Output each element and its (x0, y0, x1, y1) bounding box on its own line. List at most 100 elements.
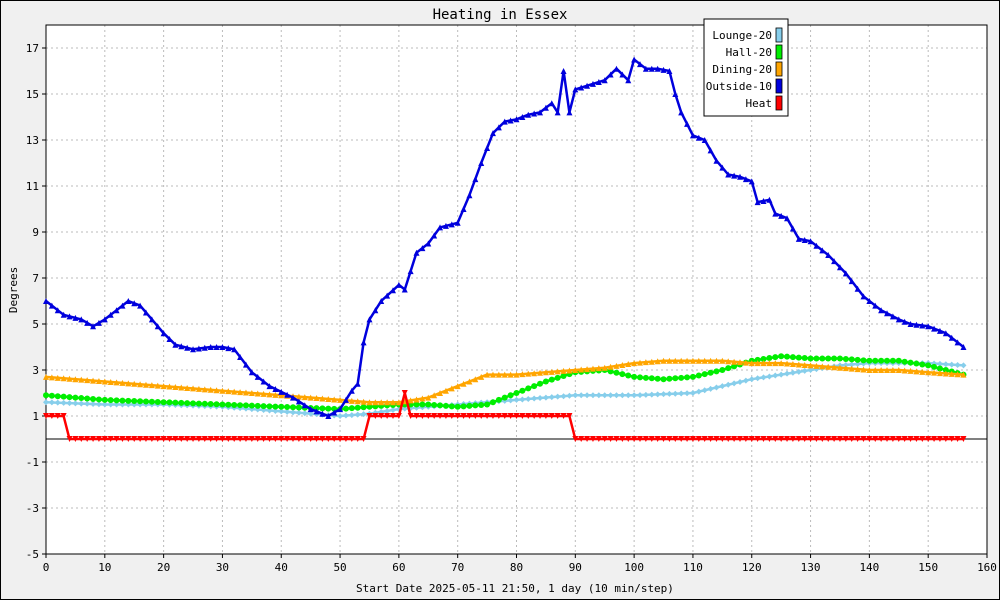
data-point-hall-20 (678, 374, 685, 381)
data-point-dining-20 (960, 371, 967, 378)
data-point-heat (290, 436, 297, 442)
data-point-outside-10 (225, 345, 232, 352)
data-point-hall-20 (78, 395, 85, 402)
data-point-hall-20 (254, 402, 261, 409)
data-point-lounge-20 (642, 391, 649, 398)
data-point-hall-20 (119, 397, 126, 404)
data-point-dining-20 (142, 381, 149, 388)
data-point-dining-20 (825, 363, 832, 370)
data-point-dining-20 (225, 388, 232, 395)
legend-label-outside-10: Outside-10 (706, 80, 772, 93)
data-point-hall-20 (554, 374, 561, 381)
data-point-dining-20 (936, 370, 943, 377)
data-point-lounge-20 (960, 362, 967, 369)
data-point-dining-20 (866, 367, 873, 373)
data-point-outside-10 (119, 302, 126, 309)
data-point-dining-20 (707, 357, 714, 364)
data-point-outside-10 (931, 325, 938, 332)
data-point-outside-10 (184, 344, 191, 351)
data-point-hall-20 (201, 400, 208, 407)
data-point-heat (337, 436, 344, 442)
data-point-outside-10 (848, 278, 855, 285)
data-point-outside-10 (684, 120, 691, 127)
data-point-heat (684, 436, 691, 442)
data-point-dining-20 (854, 366, 861, 373)
legend-label-dining-20: Dining-20 (712, 63, 772, 76)
data-point-lounge-20 (554, 393, 561, 400)
data-point-outside-10 (113, 307, 120, 314)
data-point-lounge-20 (666, 390, 673, 397)
data-point-hall-20 (442, 402, 449, 409)
data-point-dining-20 (60, 375, 67, 382)
data-point-lounge-20 (278, 408, 285, 415)
data-point-dining-20 (460, 380, 467, 387)
data-point-heat (595, 436, 602, 442)
data-point-dining-20 (301, 394, 308, 401)
data-point-outside-10 (331, 409, 338, 416)
data-point-outside-10 (631, 56, 638, 63)
data-point-outside-10 (872, 302, 879, 309)
y-axis-label: Degrees (7, 267, 20, 313)
data-point-heat (237, 436, 244, 442)
x-tick-label: 60 (392, 561, 405, 574)
data-point-hall-20 (778, 353, 785, 360)
data-point-heat (907, 436, 914, 442)
data-point-dining-20 (190, 385, 197, 392)
data-point-outside-10 (260, 378, 267, 385)
data-point-heat (48, 413, 55, 419)
data-point-outside-10 (248, 369, 255, 376)
data-point-heat (254, 436, 261, 442)
data-point-dining-20 (689, 357, 696, 364)
data-point-hall-20 (484, 401, 491, 408)
series-heat (43, 390, 967, 442)
data-point-heat (448, 413, 455, 419)
data-point-hall-20 (137, 398, 144, 405)
data-point-outside-10 (907, 321, 914, 327)
data-point-dining-20 (889, 367, 896, 373)
data-point-outside-10 (43, 298, 49, 304)
data-point-dining-20 (113, 379, 120, 386)
data-point-lounge-20 (613, 392, 620, 399)
data-point-dining-20 (54, 374, 61, 381)
data-point-dining-20 (848, 365, 855, 372)
data-point-heat (525, 413, 532, 419)
data-point-outside-10 (313, 408, 320, 415)
data-point-outside-10 (778, 212, 785, 219)
data-point-lounge-20 (54, 399, 61, 406)
data-point-lounge-20 (807, 367, 814, 373)
data-point-hall-20 (619, 371, 626, 378)
data-point-heat (895, 436, 902, 442)
data-point-hall-20 (831, 355, 838, 362)
data-point-lounge-20 (619, 392, 626, 399)
data-point-outside-10 (842, 270, 849, 277)
data-point-hall-20 (266, 403, 273, 410)
y-tick-label: -3 (26, 502, 39, 515)
data-point-outside-10 (860, 293, 867, 300)
data-point-lounge-20 (736, 378, 743, 385)
data-point-hall-20 (548, 376, 555, 383)
data-point-lounge-20 (689, 390, 696, 396)
data-point-outside-10 (242, 361, 249, 368)
data-point-hall-20 (125, 397, 132, 404)
data-point-heat (278, 436, 285, 442)
data-point-outside-10 (754, 199, 761, 206)
data-point-outside-10 (460, 206, 467, 212)
data-point-outside-10 (525, 111, 532, 118)
data-point-lounge-20 (766, 373, 773, 380)
data-point-outside-10 (560, 68, 567, 74)
data-point-outside-10 (66, 313, 73, 320)
data-point-outside-10 (884, 310, 891, 317)
data-point-hall-20 (801, 355, 808, 362)
data-point-lounge-20 (678, 390, 685, 397)
data-point-heat (772, 436, 779, 442)
data-point-lounge-20 (360, 411, 367, 418)
data-point-dining-20 (348, 397, 355, 404)
data-point-heat (560, 413, 567, 419)
data-point-dining-20 (695, 357, 702, 364)
data-point-hall-20 (213, 401, 220, 408)
data-point-outside-10 (719, 164, 726, 171)
data-point-outside-10 (354, 380, 361, 387)
data-point-heat (572, 436, 579, 442)
data-point-outside-10 (648, 65, 655, 72)
data-point-dining-20 (425, 394, 432, 401)
